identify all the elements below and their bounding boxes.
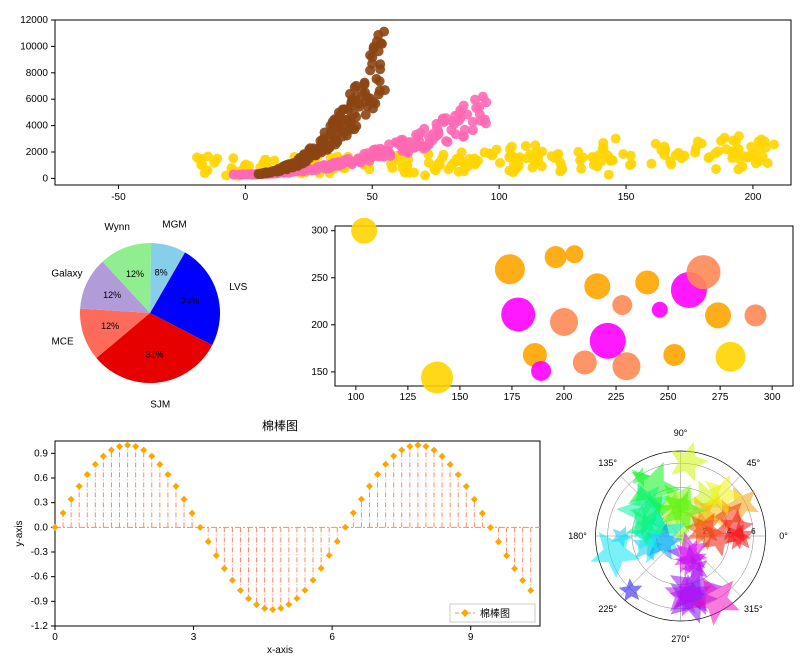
- svg-text:0°: 0°: [779, 531, 788, 541]
- svg-text:125: 125: [400, 392, 417, 403]
- svg-text:150: 150: [452, 392, 469, 403]
- bubble-svg: 100 125 150 175 200 225 250 275 300 150 200 250 300: [300, 218, 801, 408]
- svg-text:315°: 315°: [744, 604, 763, 614]
- svg-text:200: 200: [745, 192, 762, 203]
- svg-text:-0.6: -0.6: [31, 572, 49, 583]
- svg-text:150: 150: [311, 367, 328, 378]
- svg-text:8%: 8%: [155, 268, 168, 278]
- svg-text:棉棒图: 棉棒图: [262, 419, 298, 433]
- bubble-chart: 100 125 150 175 200 225 250 275 300 150 200 250 300: [300, 218, 801, 408]
- svg-text:100: 100: [491, 192, 508, 203]
- svg-text:45°: 45°: [747, 458, 761, 468]
- svg-text:12%: 12%: [126, 269, 144, 279]
- svg-text:250: 250: [660, 392, 677, 403]
- svg-text:Galaxy: Galaxy: [51, 268, 82, 279]
- svg-text:8000: 8000: [26, 68, 49, 79]
- svg-text:200: 200: [311, 320, 328, 331]
- svg-text:y-axis: y-axis: [14, 520, 25, 546]
- svg-text:300: 300: [764, 392, 781, 403]
- svg-text:MCE: MCE: [51, 337, 74, 348]
- svg-text:250: 250: [311, 273, 328, 284]
- polar-chart: 2460°45°90°135°180°225°270°315°: [560, 416, 801, 656]
- svg-text:-50: -50: [111, 192, 126, 203]
- svg-text:0: 0: [42, 173, 48, 184]
- polar-svg: 2460°45°90°135°180°225°270°315°: [560, 416, 801, 656]
- svg-text:225°: 225°: [598, 604, 617, 614]
- svg-text:0.6: 0.6: [34, 473, 48, 484]
- svg-text:300: 300: [311, 226, 328, 237]
- svg-text:0: 0: [52, 632, 58, 643]
- svg-text:100: 100: [347, 392, 364, 403]
- svg-text:275: 275: [712, 392, 729, 403]
- svg-text:10000: 10000: [20, 41, 48, 52]
- svg-text:50: 50: [367, 192, 379, 203]
- svg-text:-1.2: -1.2: [31, 621, 49, 632]
- svg-text:棉棒图: 棉棒图: [480, 607, 510, 620]
- pie-svg: LVS 24% SJM 31% MCE 12% Galaxy 12% Wynn 12% MGM 8%: [10, 218, 290, 408]
- svg-text:0.3: 0.3: [34, 498, 48, 509]
- svg-text:12%: 12%: [101, 321, 119, 331]
- svg-text:180°: 180°: [568, 531, 587, 541]
- scatter-top: -500501001502000200040006000800010000120…: [10, 10, 801, 210]
- svg-text:9: 9: [468, 632, 474, 643]
- svg-text:0.0: 0.0: [34, 522, 48, 533]
- stem-chart: 棉棒图 0 3 6 9 -1.2 -0.9 -0.6 -0.3 0.0 0.3 0.6 0.9 x-axi…: [10, 416, 550, 656]
- scatter-top-svg: -500501001502000200040006000800010000120…: [10, 10, 801, 210]
- svg-text:31%: 31%: [146, 350, 164, 360]
- svg-text:270°: 270°: [671, 634, 690, 644]
- svg-text:6: 6: [329, 632, 335, 643]
- svg-text:175: 175: [504, 392, 521, 403]
- svg-text:LVS: LVS: [229, 282, 247, 293]
- svg-text:0: 0: [243, 192, 249, 203]
- svg-text:12%: 12%: [103, 290, 121, 300]
- svg-text:200: 200: [556, 392, 573, 403]
- svg-text:SJM: SJM: [150, 399, 170, 408]
- svg-text:12000: 12000: [20, 15, 48, 26]
- svg-text:2000: 2000: [26, 147, 49, 158]
- svg-text:24%: 24%: [181, 296, 199, 306]
- svg-text:90°: 90°: [674, 428, 688, 438]
- svg-text:x-axis: x-axis: [267, 645, 293, 656]
- svg-text:-0.9: -0.9: [31, 596, 49, 607]
- svg-text:135°: 135°: [598, 458, 617, 468]
- svg-text:Wynn: Wynn: [104, 222, 129, 233]
- svg-text:-0.3: -0.3: [31, 547, 49, 558]
- svg-text:4000: 4000: [26, 121, 49, 132]
- svg-text:0.9: 0.9: [34, 448, 48, 459]
- svg-text:MGM: MGM: [162, 219, 186, 230]
- svg-text:225: 225: [608, 392, 625, 403]
- svg-text:6000: 6000: [26, 94, 49, 105]
- svg-text:3: 3: [191, 632, 197, 643]
- pie-chart: LVS 24% SJM 31% MCE 12% Galaxy 12% Wynn 12% MGM 8%: [10, 218, 290, 408]
- svg-text:150: 150: [618, 192, 635, 203]
- stem-svg: 棉棒图 0 3 6 9 -1.2 -0.9 -0.6 -0.3 0.0 0.3 0.6 0.9 x-axi…: [10, 416, 550, 656]
